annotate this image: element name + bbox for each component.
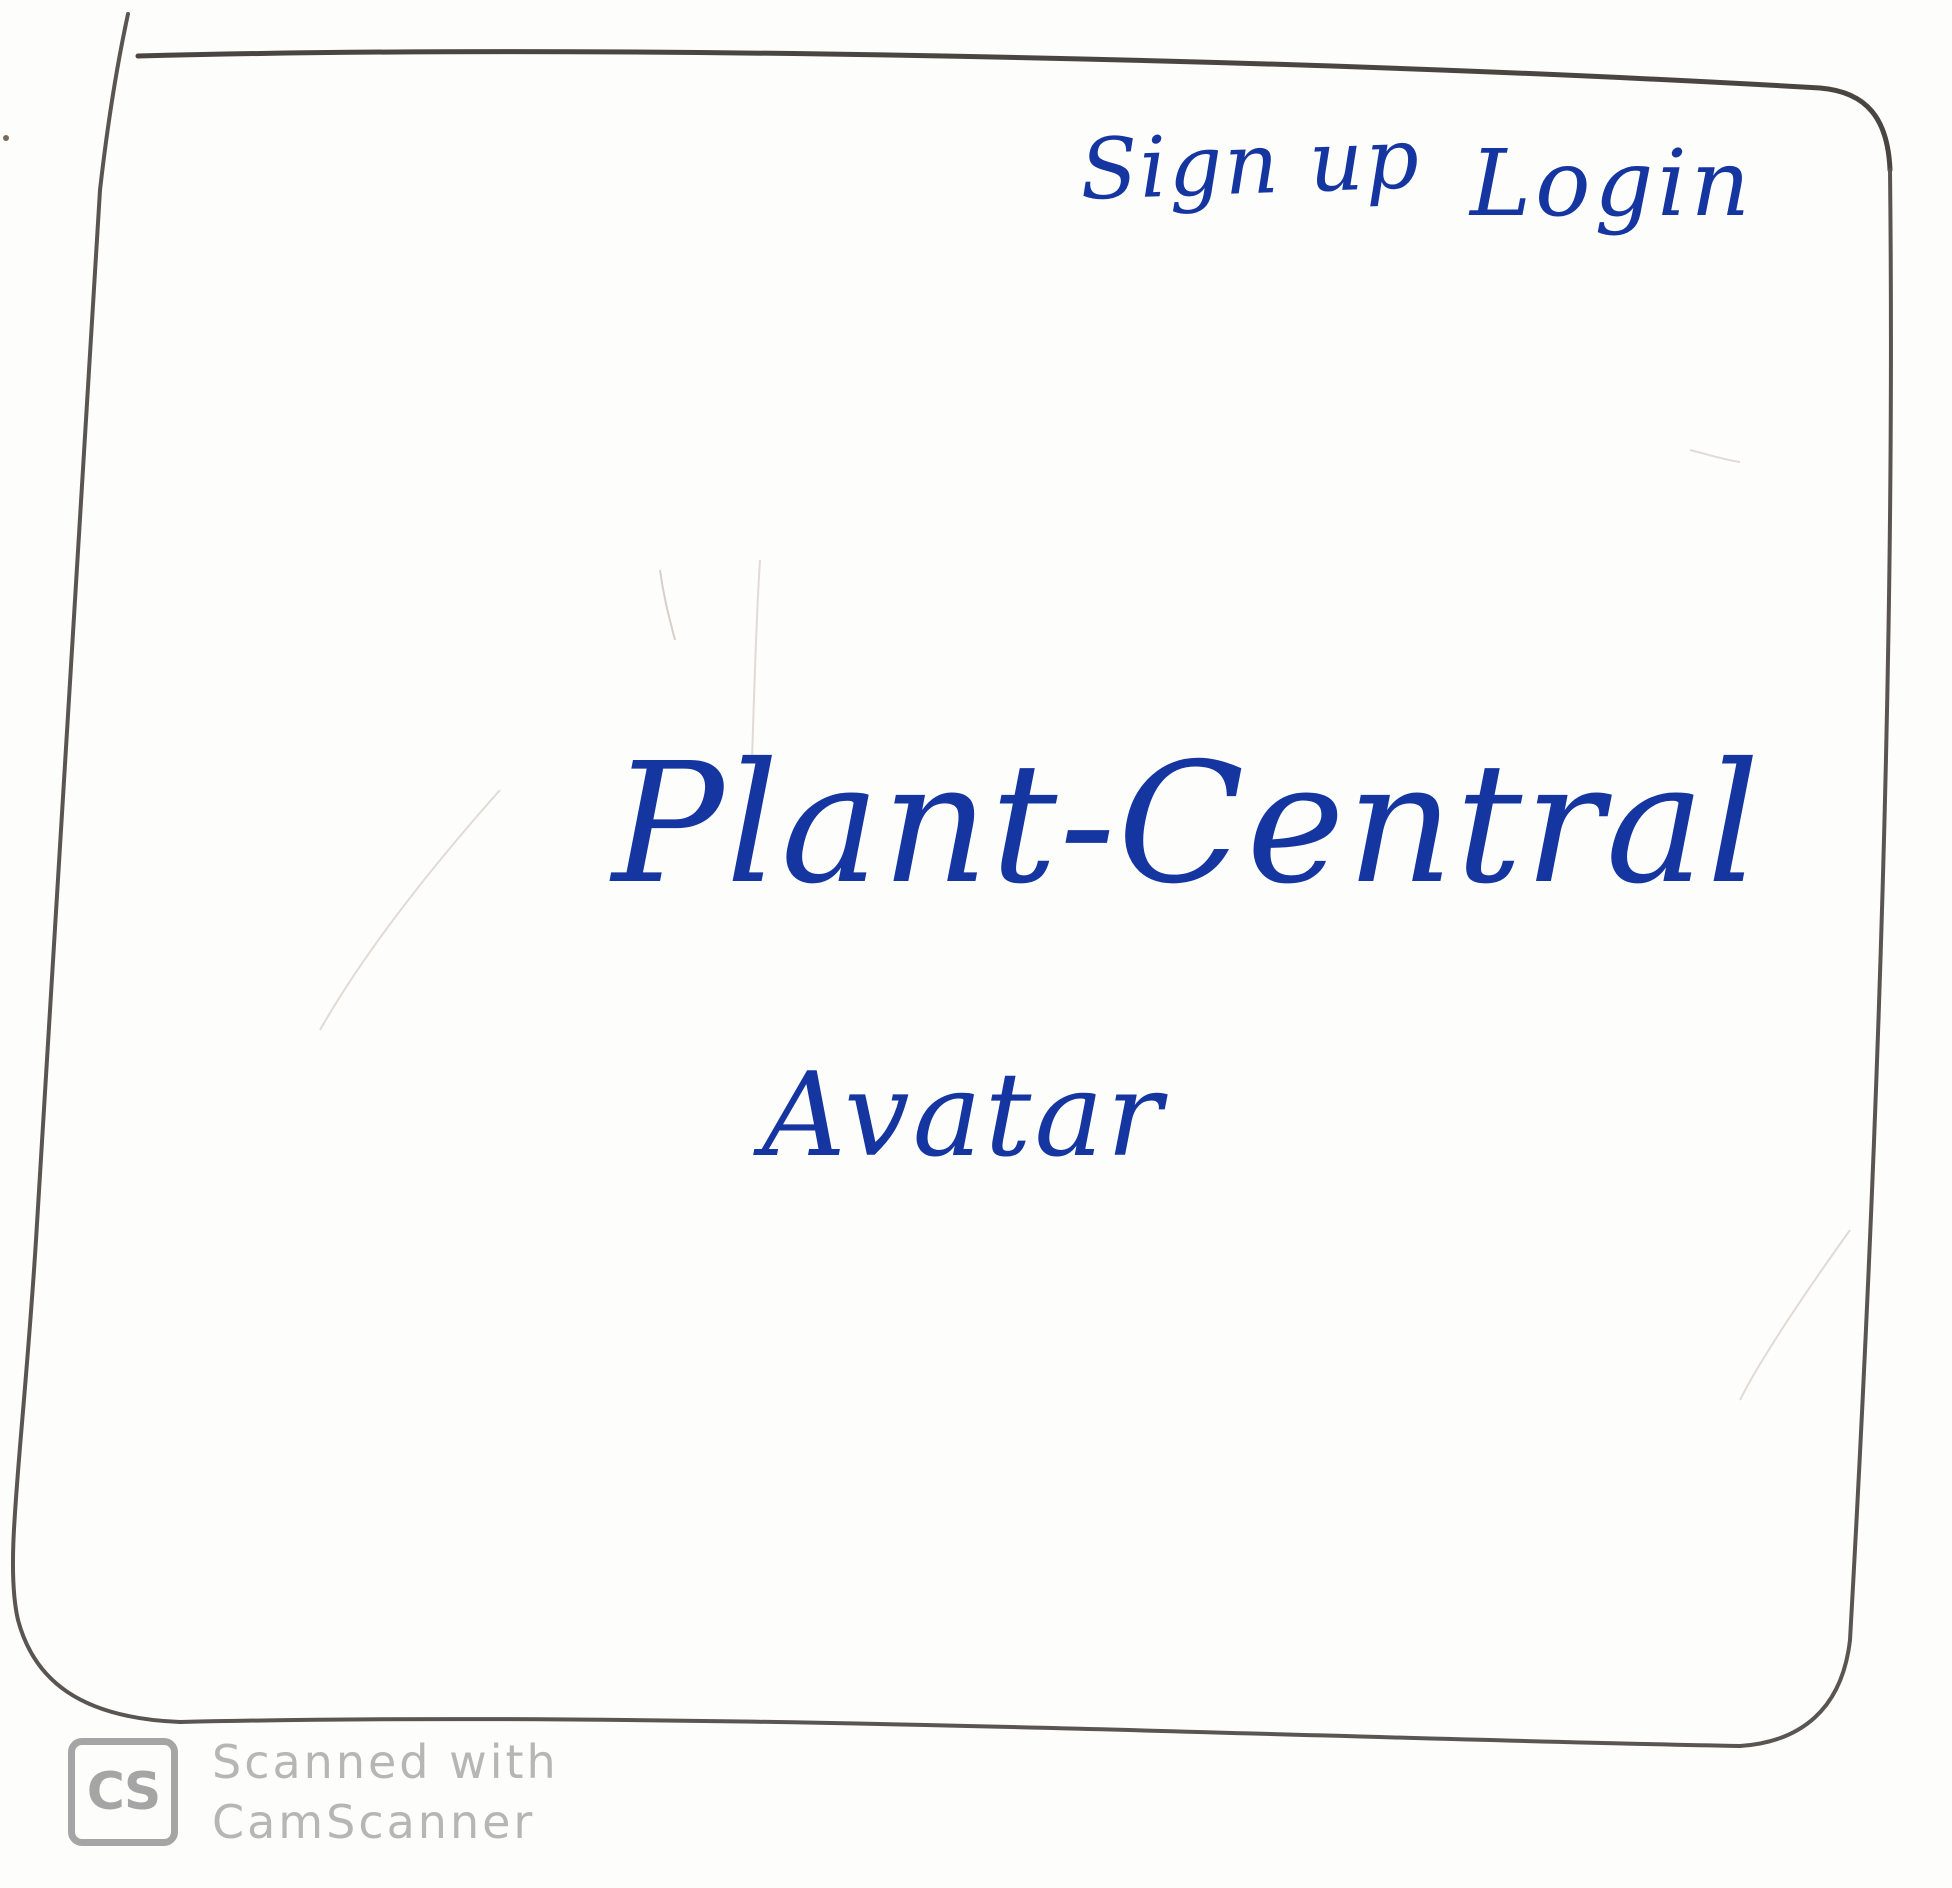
signup-link[interactable]: Sign up (1078, 109, 1423, 219)
camscanner-logo-icon: CS (68, 1738, 178, 1846)
watermark-text: Scanned with CamScanner (212, 1732, 559, 1852)
site-title: Plant-Central (612, 728, 1762, 921)
login-link[interactable]: Login (1470, 130, 1755, 237)
camscanner-watermark: CS Scanned with CamScanner (68, 1732, 559, 1852)
watermark-line-1: Scanned with (212, 1735, 559, 1789)
watermark-line-2: CamScanner (212, 1795, 536, 1849)
avatar-placeholder: Avatar (762, 1048, 1165, 1183)
